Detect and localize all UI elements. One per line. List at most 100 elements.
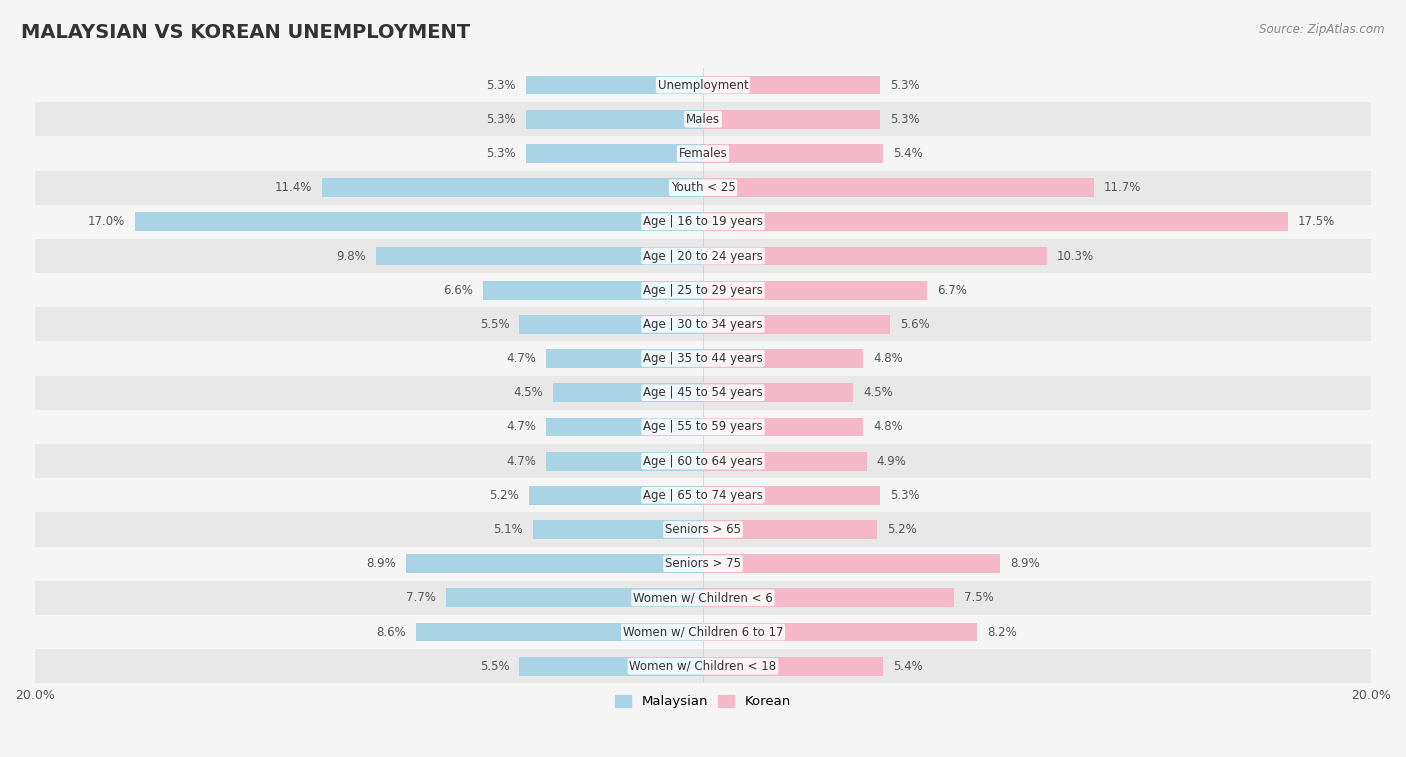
Text: Age | 60 to 64 years: Age | 60 to 64 years bbox=[643, 455, 763, 468]
Text: 8.9%: 8.9% bbox=[1011, 557, 1040, 570]
Text: Women w/ Children < 6: Women w/ Children < 6 bbox=[633, 591, 773, 604]
Text: 4.7%: 4.7% bbox=[506, 352, 536, 365]
Bar bbox=[35, 307, 1371, 341]
Bar bbox=[35, 410, 1371, 444]
Bar bbox=[703, 349, 863, 368]
Text: 5.3%: 5.3% bbox=[890, 489, 920, 502]
Text: 5.2%: 5.2% bbox=[887, 523, 917, 536]
Bar bbox=[446, 588, 703, 607]
Bar bbox=[703, 281, 927, 300]
Text: 4.7%: 4.7% bbox=[506, 420, 536, 434]
Text: 11.7%: 11.7% bbox=[1104, 181, 1142, 194]
Bar bbox=[703, 486, 880, 505]
Bar bbox=[35, 204, 1371, 239]
Text: MALAYSIAN VS KOREAN UNEMPLOYMENT: MALAYSIAN VS KOREAN UNEMPLOYMENT bbox=[21, 23, 470, 42]
Text: 5.5%: 5.5% bbox=[479, 660, 509, 673]
Text: 10.3%: 10.3% bbox=[1057, 250, 1094, 263]
Text: 8.6%: 8.6% bbox=[375, 625, 406, 639]
Bar bbox=[546, 452, 703, 471]
Text: Age | 25 to 29 years: Age | 25 to 29 years bbox=[643, 284, 763, 297]
Text: 5.3%: 5.3% bbox=[486, 79, 516, 92]
Legend: Malaysian, Korean: Malaysian, Korean bbox=[610, 690, 796, 714]
Text: 5.3%: 5.3% bbox=[486, 147, 516, 160]
Text: Males: Males bbox=[686, 113, 720, 126]
Text: Age | 30 to 34 years: Age | 30 to 34 years bbox=[643, 318, 763, 331]
Bar bbox=[519, 657, 703, 676]
Text: 4.5%: 4.5% bbox=[863, 386, 893, 399]
Text: 6.7%: 6.7% bbox=[936, 284, 967, 297]
Text: 5.4%: 5.4% bbox=[893, 660, 924, 673]
Bar bbox=[553, 383, 703, 402]
Bar bbox=[135, 213, 703, 231]
Bar bbox=[703, 110, 880, 129]
Bar bbox=[35, 581, 1371, 615]
Bar bbox=[35, 341, 1371, 375]
Bar bbox=[703, 383, 853, 402]
Bar bbox=[703, 178, 1094, 197]
Bar bbox=[406, 554, 703, 573]
Bar bbox=[322, 178, 703, 197]
Text: Seniors > 65: Seniors > 65 bbox=[665, 523, 741, 536]
Bar bbox=[519, 315, 703, 334]
Bar bbox=[703, 520, 877, 539]
Bar bbox=[482, 281, 703, 300]
Text: 5.5%: 5.5% bbox=[479, 318, 509, 331]
Bar bbox=[35, 444, 1371, 478]
Text: Age | 35 to 44 years: Age | 35 to 44 years bbox=[643, 352, 763, 365]
Bar bbox=[703, 76, 880, 95]
Text: Women w/ Children < 18: Women w/ Children < 18 bbox=[630, 660, 776, 673]
Bar bbox=[703, 554, 1000, 573]
Bar bbox=[526, 110, 703, 129]
Bar bbox=[526, 76, 703, 95]
Bar bbox=[35, 239, 1371, 273]
Bar bbox=[546, 349, 703, 368]
Bar bbox=[35, 273, 1371, 307]
Bar bbox=[533, 520, 703, 539]
Text: Age | 16 to 19 years: Age | 16 to 19 years bbox=[643, 215, 763, 229]
Text: 17.0%: 17.0% bbox=[89, 215, 125, 229]
Text: 5.2%: 5.2% bbox=[489, 489, 519, 502]
Bar bbox=[35, 68, 1371, 102]
Bar bbox=[526, 144, 703, 163]
Text: 5.1%: 5.1% bbox=[494, 523, 523, 536]
Bar bbox=[35, 136, 1371, 170]
Bar bbox=[703, 588, 953, 607]
Text: 4.9%: 4.9% bbox=[877, 455, 907, 468]
Text: Source: ZipAtlas.com: Source: ZipAtlas.com bbox=[1260, 23, 1385, 36]
Text: Age | 45 to 54 years: Age | 45 to 54 years bbox=[643, 386, 763, 399]
Text: Women w/ Children 6 to 17: Women w/ Children 6 to 17 bbox=[623, 625, 783, 639]
Bar bbox=[35, 512, 1371, 547]
Text: Age | 20 to 24 years: Age | 20 to 24 years bbox=[643, 250, 763, 263]
Text: 9.8%: 9.8% bbox=[336, 250, 366, 263]
Text: Females: Females bbox=[679, 147, 727, 160]
Text: Seniors > 75: Seniors > 75 bbox=[665, 557, 741, 570]
Text: 5.3%: 5.3% bbox=[890, 79, 920, 92]
Text: 5.3%: 5.3% bbox=[486, 113, 516, 126]
Bar bbox=[35, 478, 1371, 512]
Bar bbox=[35, 547, 1371, 581]
Bar bbox=[703, 213, 1288, 231]
Text: 11.4%: 11.4% bbox=[274, 181, 312, 194]
Text: 7.5%: 7.5% bbox=[963, 591, 993, 604]
Bar bbox=[703, 418, 863, 436]
Text: 5.6%: 5.6% bbox=[900, 318, 929, 331]
Bar bbox=[703, 144, 883, 163]
Text: Age | 65 to 74 years: Age | 65 to 74 years bbox=[643, 489, 763, 502]
Text: 4.7%: 4.7% bbox=[506, 455, 536, 468]
Text: Age | 55 to 59 years: Age | 55 to 59 years bbox=[643, 420, 763, 434]
Bar bbox=[375, 247, 703, 266]
Text: 17.5%: 17.5% bbox=[1298, 215, 1334, 229]
Text: 4.5%: 4.5% bbox=[513, 386, 543, 399]
Bar bbox=[416, 623, 703, 641]
Bar bbox=[703, 452, 866, 471]
Bar bbox=[35, 375, 1371, 410]
Bar bbox=[35, 650, 1371, 684]
Bar bbox=[703, 657, 883, 676]
Text: Youth < 25: Youth < 25 bbox=[671, 181, 735, 194]
Text: Unemployment: Unemployment bbox=[658, 79, 748, 92]
Bar bbox=[703, 247, 1047, 266]
Bar bbox=[546, 418, 703, 436]
Text: 4.8%: 4.8% bbox=[873, 420, 903, 434]
Text: 8.2%: 8.2% bbox=[987, 625, 1017, 639]
Text: 7.7%: 7.7% bbox=[406, 591, 436, 604]
